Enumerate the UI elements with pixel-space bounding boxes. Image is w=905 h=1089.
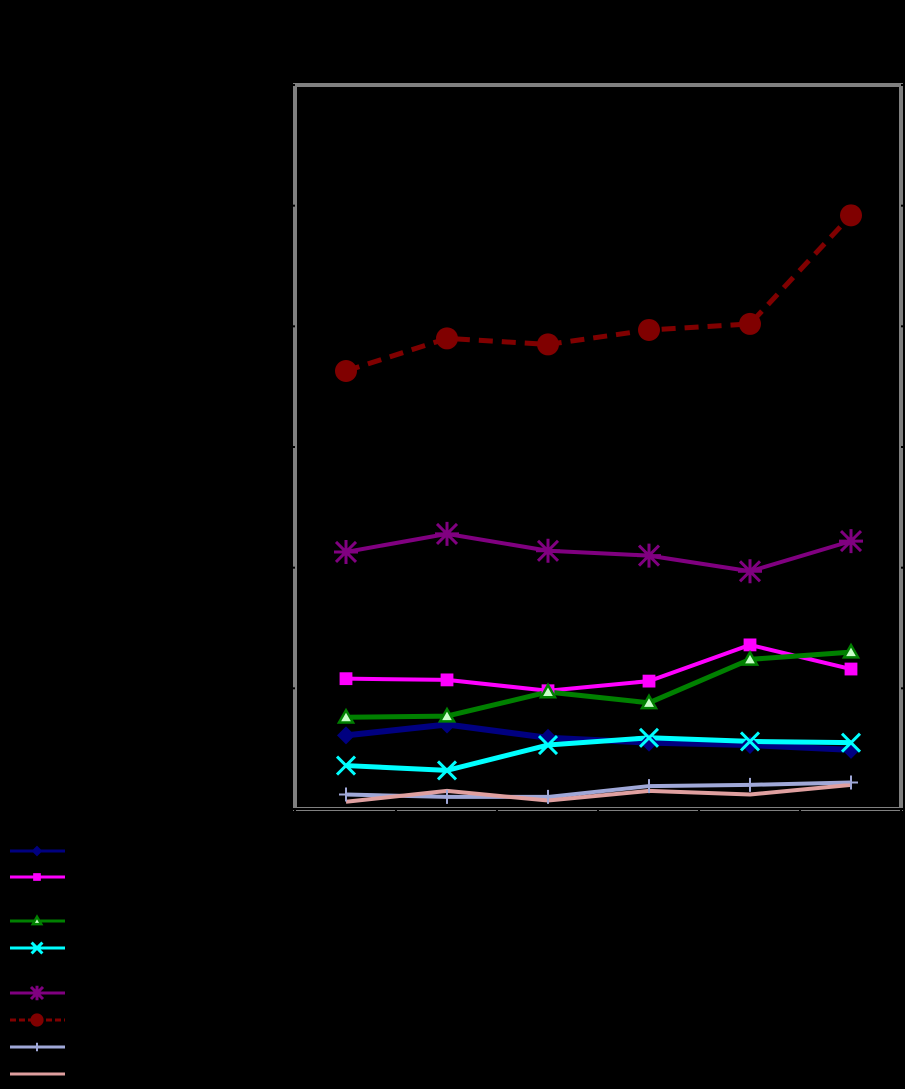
series-line-6 xyxy=(345,213,853,374)
series-6-point-6 xyxy=(840,204,862,227)
legend-swatch-marker xyxy=(30,941,44,955)
series-6-point-5 xyxy=(739,312,761,335)
series-4-point-1 xyxy=(335,755,357,776)
series-5-point-5 xyxy=(738,559,762,584)
legend-swatch-marker xyxy=(32,1042,42,1052)
series-2-point-5 xyxy=(743,638,757,652)
legend-swatch-marker xyxy=(33,873,41,881)
series-2-point-2 xyxy=(440,673,454,687)
series-1-point-5 xyxy=(741,736,759,755)
series-2-point-6 xyxy=(844,662,858,676)
series-6-point-3 xyxy=(537,333,559,356)
series-3-point-2 xyxy=(437,706,457,723)
series-2-point-4 xyxy=(642,674,656,688)
legend-swatch-marker xyxy=(31,845,43,857)
series-line-5 xyxy=(345,531,852,574)
series-line-8 xyxy=(345,782,852,804)
series-line-2 xyxy=(345,642,852,693)
series-5-point-3 xyxy=(536,538,560,563)
legend-swatch-marker xyxy=(29,985,45,1001)
series-4-point-3 xyxy=(537,734,559,756)
legend-entry-5 xyxy=(10,985,65,1001)
series-line-4 xyxy=(345,735,852,773)
series-7-point-5 xyxy=(743,777,757,792)
series-5-point-1 xyxy=(334,539,358,564)
series-1-point-1 xyxy=(337,726,355,745)
series-7-point-2 xyxy=(440,789,454,804)
series-7-point-4 xyxy=(642,779,656,794)
legend-entry-6 xyxy=(10,1013,65,1027)
series-6-point-2 xyxy=(436,327,458,350)
series-3-point-4 xyxy=(639,693,659,710)
series-4-point-4 xyxy=(638,727,660,748)
series-3-point-5 xyxy=(740,649,760,666)
series-2-point-1 xyxy=(339,672,353,686)
series-6-point-4 xyxy=(638,318,660,341)
series-line-7 xyxy=(345,780,852,799)
series-7-point-6 xyxy=(844,775,858,790)
series-3-point-6 xyxy=(841,642,861,659)
legend-entry-4 xyxy=(10,941,65,955)
series-line-3 xyxy=(345,649,852,720)
series-5-point-4 xyxy=(637,543,661,568)
legend-entry-1 xyxy=(10,845,65,857)
series-7-point-3 xyxy=(541,789,555,804)
series-4-point-2 xyxy=(436,760,458,781)
series-6-point-1 xyxy=(335,359,357,382)
legend-entry-2 xyxy=(10,873,65,881)
series-7-point-1 xyxy=(339,787,353,802)
legend-swatch-marker xyxy=(30,914,44,926)
series-3-point-1 xyxy=(336,707,356,724)
series-4-point-5 xyxy=(739,731,761,752)
series-5-point-2 xyxy=(435,521,459,546)
legend-swatch-marker xyxy=(30,1013,44,1027)
legend-entry-3 xyxy=(10,914,65,926)
series-5-point-6 xyxy=(839,529,863,554)
series-4-point-6 xyxy=(840,732,862,753)
series-3-point-3 xyxy=(538,682,558,699)
series-1-point-4 xyxy=(640,733,658,752)
legend-entry-7 xyxy=(10,1042,65,1052)
